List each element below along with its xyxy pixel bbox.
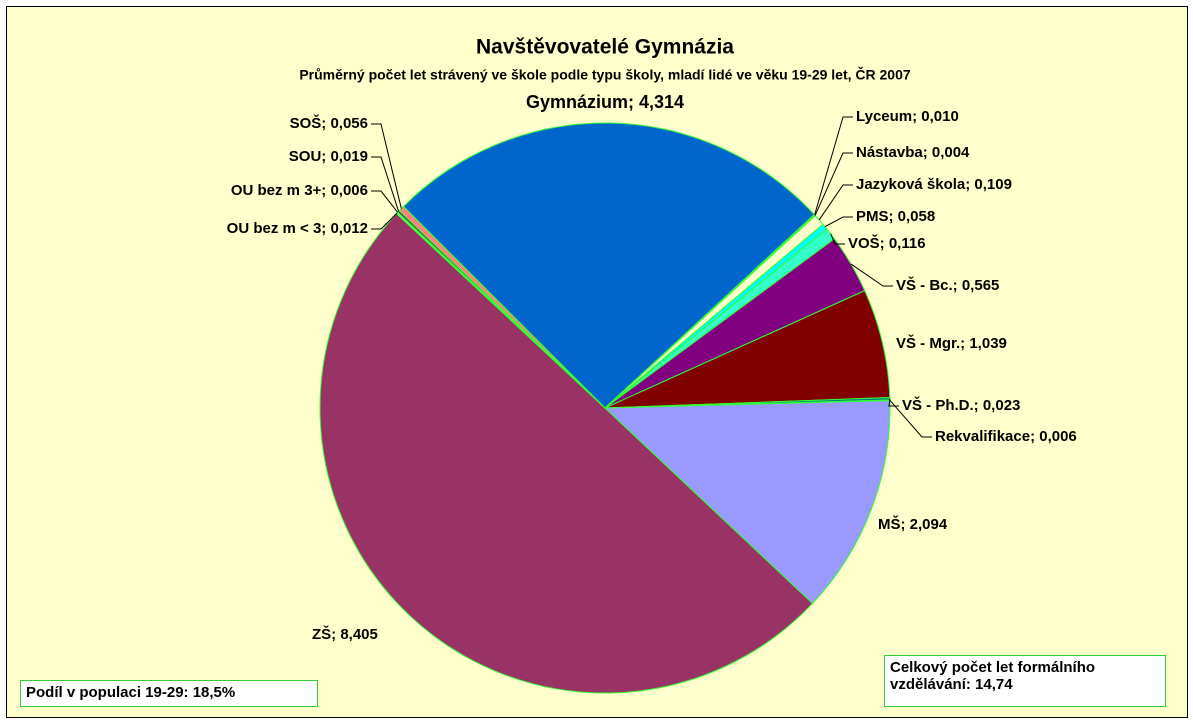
- leader-line: [371, 190, 399, 213]
- data-label: SOŠ; 0,056: [290, 114, 368, 132]
- annotation: Podíl v populaci 19-29: 18,5%: [20, 680, 318, 707]
- annotation: Celkový počet let formálního vzdělávání:…: [884, 655, 1166, 707]
- data-label: SOU; 0,019: [289, 148, 368, 165]
- leader-line: [818, 184, 853, 221]
- chart-title: Navštěvovatelé Gymnázia: [476, 36, 734, 59]
- data-label: Nástavba; 0,004: [856, 144, 970, 161]
- pie-slice: [319, 212, 814, 694]
- data-label: Jazyková škola; 0,109: [856, 176, 1012, 193]
- data-label: VŠ - Ph.D.; 0,023: [902, 396, 1020, 414]
- leader-line: [830, 233, 845, 245]
- data-label: PMS; 0,058: [856, 208, 935, 225]
- chart-subtitle: Průměrný počet let strávený ve škole pod…: [299, 66, 911, 83]
- data-label: VOŠ; 0,116: [848, 234, 926, 252]
- leader-line: [889, 399, 932, 438]
- data-label: OU bez m < 3; 0,012: [227, 220, 368, 237]
- pie-slice: [398, 205, 606, 409]
- data-label: Rekvalifikace; 0,006: [935, 428, 1077, 445]
- leader-line: [371, 156, 400, 212]
- data-label: Gymnázium; 4,314: [526, 92, 684, 112]
- pie-slice: [402, 122, 815, 409]
- data-label: VŠ - Bc.; 0,565: [896, 276, 999, 294]
- data-label: Lyceum; 0,010: [856, 108, 959, 125]
- leader-line: [850, 263, 893, 287]
- data-label: OU bez m 3+; 0,006: [231, 182, 368, 199]
- leader-line: [824, 216, 853, 228]
- data-label: MŠ; 2,094: [878, 515, 948, 533]
- leader-line: [814, 152, 853, 216]
- data-label: VŠ - Mgr.; 1,039: [896, 334, 1007, 352]
- pie-slice: [603, 400, 891, 605]
- leader-line: [814, 116, 853, 216]
- leader-line: [371, 123, 402, 209]
- leader-line: [888, 398, 899, 407]
- leader-line: [371, 212, 398, 230]
- data-label: ZŠ; 8,405: [312, 625, 378, 643]
